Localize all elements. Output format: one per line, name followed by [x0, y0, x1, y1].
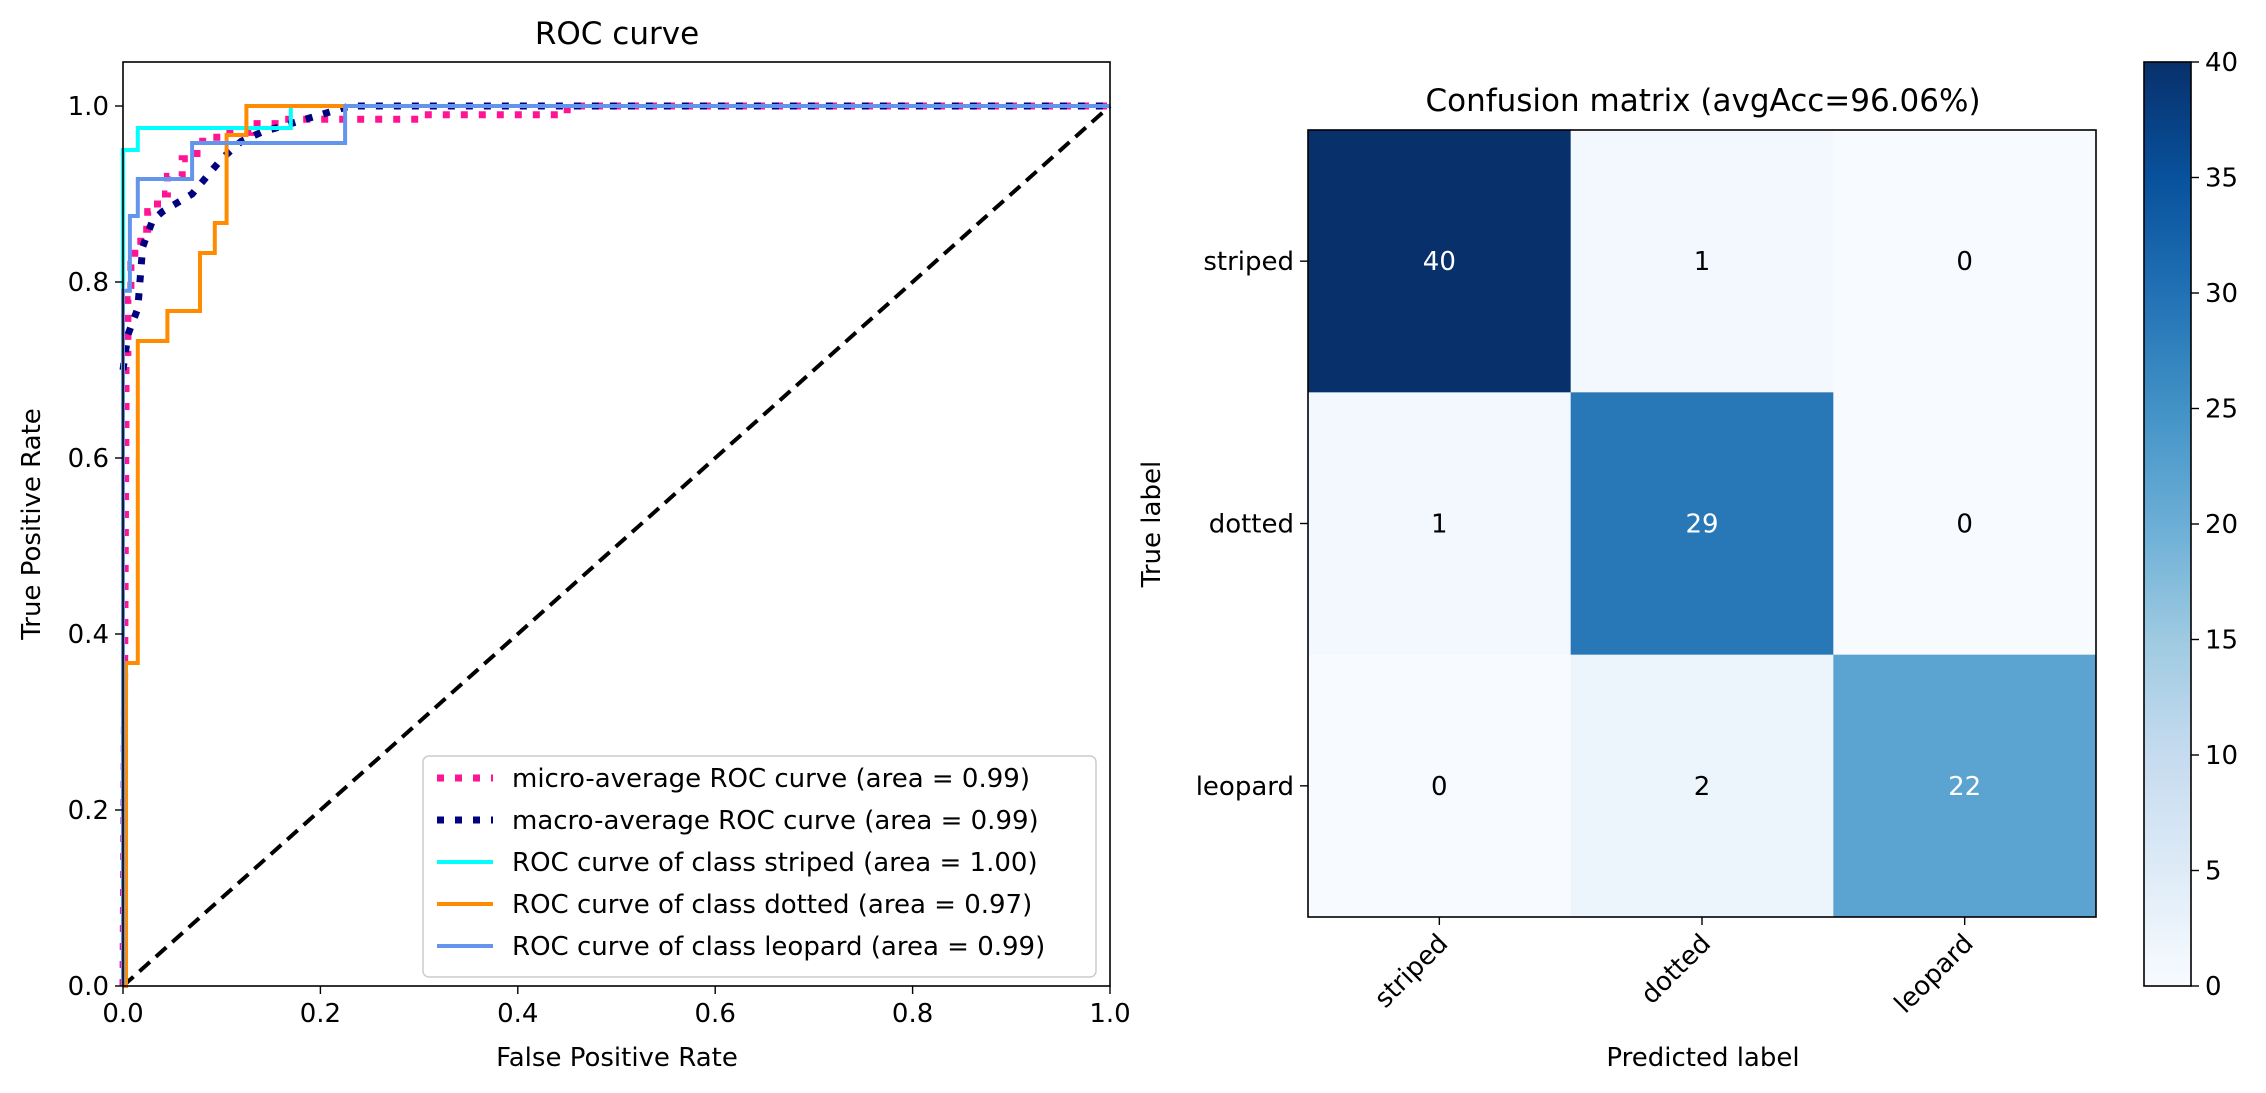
roc-y-tick-label: 0.0: [68, 972, 109, 1002]
colorbar-tick-label: 40: [2205, 48, 2238, 78]
cm-cell-value: 0: [1956, 510, 1973, 540]
colorbar-tick-label: 20: [2205, 510, 2238, 540]
roc-y-tick-label: 0.2: [68, 796, 109, 826]
colorbar: 0 5 10 15 20 25 30 35 40: [2143, 48, 2238, 1002]
cm-cell: [1833, 130, 2097, 393]
colorbar-gradient: [2143, 61, 2192, 987]
roc-legend: micro-average ROC curve (area = 0.99) mac…: [422, 755, 1097, 978]
colorbar-tick-label: 15: [2205, 626, 2238, 656]
roc-x-tick-label: 0.2: [300, 999, 341, 1029]
cm-cell-value: 1: [1694, 247, 1711, 277]
roc-x-tick-label: 1.0: [1089, 999, 1130, 1029]
roc-legend-label: ROC curve of class dotted (area = 0.97): [512, 890, 1032, 920]
roc-y-axis-label: True Positive Rate: [17, 408, 47, 641]
cm-x-tick-label: leopard: [1889, 929, 1980, 1020]
cm-x-axis-label: Predicted label: [1606, 1043, 1799, 1073]
roc-y-tick-label: 0.6: [68, 444, 109, 474]
cm-cell: [1308, 130, 1572, 393]
cm-y-tick-label: dotted: [1209, 510, 1294, 540]
roc-series-roc-curve-of-class-leopard: [121, 104, 1110, 986]
roc-y-tick-label: 0.4: [68, 620, 109, 650]
cm-title: Confusion matrix (avgAcc=96.06%): [1425, 83, 1980, 119]
roc-x-tick-label: 0.0: [102, 999, 143, 1029]
roc-title: ROC curve: [535, 16, 699, 52]
roc-chance-line: [121, 104, 1112, 988]
roc-legend-label: micro-average ROC curve (area = 0.99): [512, 764, 1030, 794]
colorbar-tick-label: 35: [2205, 164, 2238, 194]
roc-x-tick-label: 0.8: [892, 999, 933, 1029]
roc-x-axis-label: False Positive Rate: [496, 1043, 738, 1073]
cm-y-axis-label: True label: [1137, 461, 1167, 588]
cm-cell: [1833, 654, 2097, 918]
colorbar-tick-label: 30: [2205, 279, 2238, 309]
cm-cell-value: 29: [1685, 510, 1718, 540]
roc-series-roc-curve-of-class-dotted: [123, 104, 1110, 988]
cm-cell: [1570, 130, 1834, 393]
roc-legend-label: macro-average ROC curve (area = 0.99): [512, 806, 1039, 836]
cm-y-tick-label: striped: [1203, 247, 1294, 277]
colorbar-tick-label: 0: [2205, 972, 2222, 1002]
cm-cell: [1570, 654, 1834, 918]
cm-x-tick-label: striped: [1369, 929, 1454, 1014]
roc-y-tick-label: 1.0: [68, 92, 109, 122]
roc-series-roc-curve-of-class-striped: [121, 104, 1110, 986]
colorbar-tick-label: 10: [2205, 741, 2238, 771]
cm-cell-value: 22: [1948, 772, 1981, 802]
cm-cell: [1833, 392, 2097, 656]
cm-cell: [1308, 654, 1572, 918]
cm-x-tick-label: dotted: [1635, 929, 1717, 1011]
cm-cell-value: 0: [1956, 247, 1973, 277]
roc-x-tick-label: 0.4: [497, 999, 538, 1029]
roc-chart: ROC curve 0.0 0.2 0.4 0.6 0.8 1.0 0.0 0.2 0.4 0.…: [17, 16, 1131, 1073]
cm-y-tick-label: leopard: [1196, 772, 1294, 802]
colorbar-tick-label: 25: [2205, 395, 2238, 425]
roc-legend-label: ROC curve of class striped (area = 1.00): [512, 848, 1038, 878]
cm-cell: [1570, 392, 1834, 656]
cm-cell-value: 0: [1431, 772, 1448, 802]
cm-cell: [1308, 392, 1572, 656]
roc-legend-label: ROC curve of class leopard (area = 0.99): [512, 932, 1045, 962]
colorbar-tick-label: 5: [2205, 857, 2222, 887]
roc-plot-frame: [122, 61, 1111, 987]
roc-x-tick-label: 0.6: [695, 999, 736, 1029]
cm-cell-value: 2: [1694, 772, 1711, 802]
roc-y-tick-label: 0.8: [68, 268, 109, 298]
cm-cell-value: 1: [1431, 510, 1448, 540]
roc-legend-box: [422, 755, 1097, 978]
confusion-matrix-chart: Confusion matrix (avgAcc=96.06%) 40 1 01 29…: [1137, 48, 2238, 1073]
cm-cell-value: 40: [1423, 247, 1456, 277]
